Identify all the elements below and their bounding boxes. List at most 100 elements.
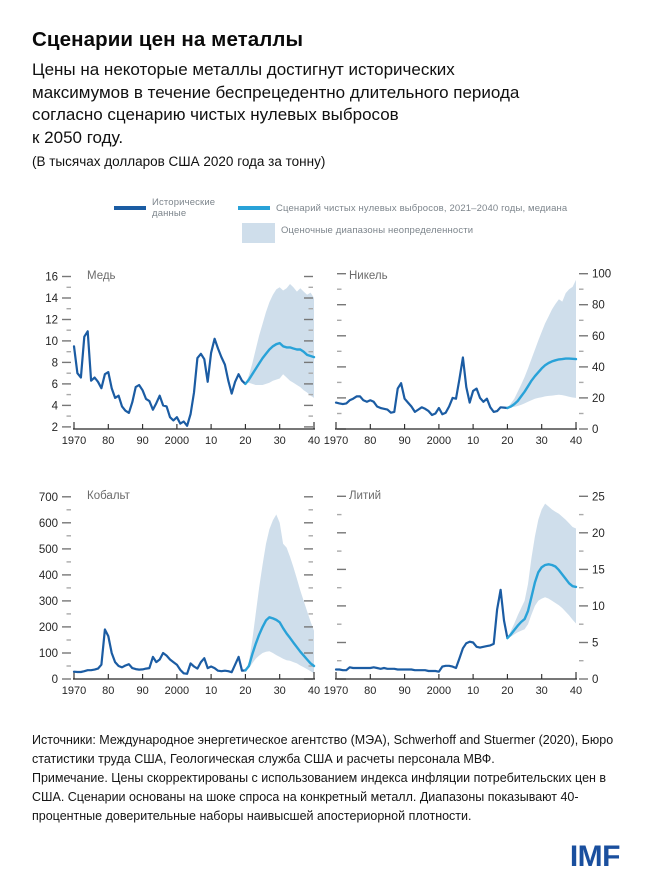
scenario-line [244,616,316,673]
uncertainty-band [507,280,576,409]
svg-text:100: 100 [592,269,611,281]
svg-text:20: 20 [592,393,605,405]
chart-svg-0: 2 4 6 8 10 12 14 16 1970 80 90 2000 10 20 30 40 Медь [45,270,320,447]
svg-text:15: 15 [592,565,605,577]
svg-text:90: 90 [398,435,410,447]
legend-row-2: Оценочные диапазоны неопределенности [242,223,618,244]
x-axis: 1970 80 90 2000 10 20 30 40 [324,422,582,447]
svg-text:500: 500 [39,544,58,556]
svg-text:20: 20 [501,435,513,447]
svg-text:40: 40 [570,435,582,447]
chart-cobalt: 0 100 200 300 400 500 600 700 1970 80 90 2000 10 20 30… [32,477,324,705]
chart-nickel: 0 20 40 60 80 100 1970 80 90 2000 10 20 30 40 Никель [324,259,618,455]
svg-text:20: 20 [592,528,605,540]
svg-text:30: 30 [274,685,286,697]
chart-title: Кобальт [87,490,131,502]
svg-text:10: 10 [467,435,479,447]
svg-text:6: 6 [52,379,58,391]
svg-text:5: 5 [592,638,598,650]
svg-text:80: 80 [364,685,376,697]
sources-note: Источники: Международное энергетическое … [32,733,614,767]
svg-text:100: 100 [39,648,58,660]
x-axis: 1970 80 90 2000 10 20 30 40 [62,672,320,697]
svg-text:0: 0 [52,674,58,686]
svg-text:1970: 1970 [324,435,348,447]
y-axis-ticks: 0 20 40 60 80 100 [337,269,611,436]
scenario-line [506,357,578,410]
legend-swatch-uncertainty-band [242,223,275,244]
svg-text:2000: 2000 [427,435,451,447]
chart-svg-2: 0 100 200 300 400 500 600 700 1970 80 90 2000 10 20 30… [39,490,320,697]
svg-text:80: 80 [592,300,605,312]
svg-text:2: 2 [52,422,58,434]
svg-text:80: 80 [364,435,376,447]
svg-text:200: 200 [39,622,58,634]
svg-text:20: 20 [501,685,513,697]
legend-label-scenario: Сценарий чистых нулевых выбросов, 2021–2… [276,202,568,214]
figure-header: Сценарии цен на металлы Цены на некоторы… [32,28,618,169]
chart-title: Литий [349,490,381,502]
svg-text:12: 12 [45,315,58,327]
figure-units-note: (В тысячах долларов США 2020 года за тон… [32,154,326,170]
historical-line [72,628,247,676]
chart-copper: 2 4 6 8 10 12 14 16 1970 80 90 2000 10 20 30 40 Медь [32,259,324,455]
x-axis: 1970 80 90 2000 10 20 30 40 [62,422,320,447]
svg-text:16: 16 [45,272,58,284]
chart-svg-3: 0 5 10 15 20 25 1970 80 90 2000 10 20 30 40 Литий [324,490,605,697]
y-axis-ticks: 2 4 6 8 10 12 14 16 [45,272,313,434]
svg-text:300: 300 [39,596,58,608]
svg-text:14: 14 [45,293,58,305]
svg-text:90: 90 [136,685,148,697]
scenario-line [506,563,578,640]
y-axis-ticks: 0 100 200 300 400 500 600 700 [39,492,313,686]
uncertainty-band [245,284,314,399]
svg-text:4: 4 [52,401,59,413]
charts-grid: 2 4 6 8 10 12 14 16 1970 80 90 2000 10 20 30 40 Медь 0 20… [32,259,618,705]
svg-text:60: 60 [592,331,605,343]
legend-swatch-scenario-line [238,206,270,211]
historical-line [334,356,509,417]
historical-line [72,330,247,428]
svg-text:8: 8 [52,358,58,370]
scenario-line [244,342,316,386]
svg-text:700: 700 [39,492,58,504]
svg-text:30: 30 [274,435,286,447]
imf-logo: IMF [569,840,621,873]
svg-text:2000: 2000 [165,685,189,697]
legend-label-uncertainty: Оценочные диапазоны неопределенности [281,225,474,237]
svg-text:2000: 2000 [427,685,451,697]
svg-text:0: 0 [592,424,598,436]
figure-footer: Источники: Международное энергетическое … [32,731,624,826]
svg-text:90: 90 [136,435,148,447]
svg-text:40: 40 [592,362,605,374]
uncertainty-band [507,504,576,639]
svg-text:10: 10 [205,685,217,697]
svg-text:20: 20 [239,435,251,447]
chart-legend: Исторические данные Сценарий чистых нуле… [114,197,618,244]
chart-lithium: 0 5 10 15 20 25 1970 80 90 2000 10 20 30 40 Литий [324,477,618,705]
svg-text:10: 10 [205,435,217,447]
x-axis: 1970 80 90 2000 10 20 30 40 [324,672,582,697]
svg-text:30: 30 [536,685,548,697]
svg-text:90: 90 [398,685,410,697]
svg-text:80: 80 [102,435,114,447]
page-title: Сценарии цен на металлы [32,28,304,51]
svg-text:2000: 2000 [165,435,189,447]
chart-title: Медь [87,270,116,282]
legend-label-historical: Исторические данные [152,197,216,220]
uncertainty-band [245,514,314,674]
historical-line [334,589,509,674]
svg-text:1970: 1970 [324,685,348,697]
legend-swatch-historical-line [114,206,146,211]
svg-text:30: 30 [536,435,548,447]
svg-text:20: 20 [239,685,251,697]
methodology-note: Примечание. Цены скорректированы с испол… [32,771,607,824]
chart-svg-1: 0 20 40 60 80 100 1970 80 90 2000 10 20 30 40 Никель [324,269,611,447]
svg-text:0: 0 [592,674,598,686]
svg-text:1970: 1970 [62,685,86,697]
figure-subtitle: Цены на некоторые металлы достигнут исто… [32,60,520,147]
svg-text:80: 80 [102,685,114,697]
svg-text:40: 40 [308,435,320,447]
svg-text:10: 10 [45,336,58,348]
